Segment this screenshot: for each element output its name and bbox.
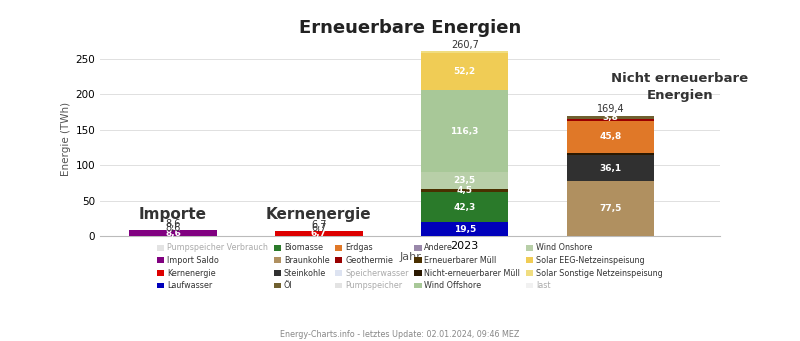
Text: Kernenergie: Kernenergie [266,207,372,222]
Text: 8,6: 8,6 [166,219,181,228]
Bar [129,230,217,236]
Text: 3,8: 3,8 [602,113,618,122]
Bar [567,119,654,121]
Bar [567,153,654,155]
Bar [421,189,509,192]
Text: 6,7: 6,7 [311,223,326,233]
Text: 77,5: 77,5 [599,204,622,213]
Text: 169,4: 169,4 [597,104,625,115]
Text: Energy-Charts.info - letztes Update: 02.01.2024, 09:46 MEZ: Energy-Charts.info - letztes Update: 02.… [280,330,520,339]
Text: 260,7: 260,7 [450,40,478,50]
Text: 6,7: 6,7 [311,229,327,238]
Legend: Pumpspeicher Verbrauch, Import Saldo, Kernenergie, Laufwasser, Biomasse, Braunko: Pumpspeicher Verbrauch, Import Saldo, Ke… [158,243,662,290]
Text: 23,5: 23,5 [454,176,476,185]
X-axis label: Jahr: Jahr [399,252,421,262]
Text: 4,5: 4,5 [457,186,473,195]
Text: Nicht erneuerbare
Energien: Nicht erneuerbare Energien [611,72,749,102]
Text: 42,3: 42,3 [454,203,476,212]
Bar [567,121,654,153]
Y-axis label: Energie (TWh): Energie (TWh) [62,101,71,176]
Bar [421,53,509,90]
Text: 8,6: 8,6 [165,228,181,238]
Text: 116,3: 116,3 [450,127,479,136]
Bar [567,155,654,181]
Bar [567,116,654,119]
Text: 8,6: 8,6 [166,223,181,233]
Bar [421,192,509,222]
Bar [421,172,509,189]
Title: Erneuerbare Energien: Erneuerbare Energien [299,19,521,36]
Bar [275,231,362,236]
Bar [421,51,509,53]
Bar [421,222,509,236]
Text: 19,5: 19,5 [454,225,476,234]
Text: 6,7: 6,7 [311,220,326,230]
Text: Importe: Importe [139,207,207,222]
Text: 45,8: 45,8 [599,132,622,142]
Bar [567,181,654,236]
Text: 36,1: 36,1 [599,164,622,173]
Bar [421,90,509,172]
Text: 52,2: 52,2 [454,67,476,76]
